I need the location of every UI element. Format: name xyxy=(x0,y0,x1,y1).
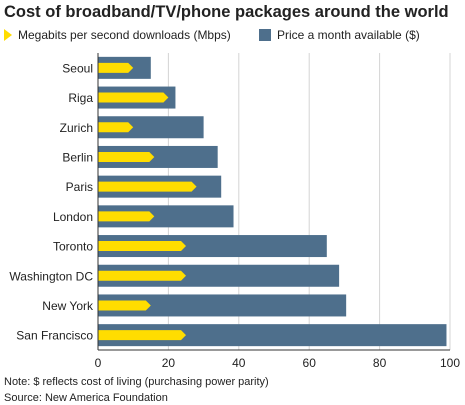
downloads-bar xyxy=(98,211,155,222)
category-label: London xyxy=(53,210,93,224)
category-label: San Francisco xyxy=(16,329,93,343)
price-bar xyxy=(98,294,347,317)
x-tick-label: 0 xyxy=(95,356,102,370)
category-label: Zurich xyxy=(60,121,93,135)
downloads-bar xyxy=(98,241,186,252)
x-tick-label: 40 xyxy=(232,356,246,370)
category-label: Toronto xyxy=(53,240,93,254)
downloads-bar xyxy=(98,151,155,162)
chart-note: Note: $ reflects cost of living (purchas… xyxy=(4,376,269,388)
downloads-bar xyxy=(98,122,134,133)
downloads-bar xyxy=(98,270,186,281)
legend-label-downloads: Megabits per second downloads (Mbps) xyxy=(18,28,231,42)
category-label: Washington DC xyxy=(9,269,93,283)
price-bar xyxy=(98,145,218,168)
category-label: New York xyxy=(42,299,94,313)
category-label: Riga xyxy=(68,91,93,105)
price-bar xyxy=(98,235,327,258)
x-tick-label: 100 xyxy=(440,356,460,370)
downloads-bar xyxy=(98,181,197,192)
category-label: Berlin xyxy=(62,150,93,164)
price-bar xyxy=(98,264,340,287)
chart-title: Cost of broadband/TV/phone packages arou… xyxy=(4,3,449,21)
chart-legend: Megabits per second downloads (Mbps) Pri… xyxy=(4,28,464,44)
price-bar xyxy=(98,116,204,139)
downloads-arrow-icon xyxy=(4,29,12,41)
price-bar xyxy=(98,205,234,228)
x-tick-label: 80 xyxy=(373,356,387,370)
legend-item-price: Price a month available ($) xyxy=(259,28,420,42)
x-tick-label: 20 xyxy=(162,356,176,370)
legend-label-price: Price a month available ($) xyxy=(277,28,420,42)
price-swatch-icon xyxy=(259,29,271,41)
legend-item-downloads: Megabits per second downloads (Mbps) xyxy=(4,28,231,42)
category-label: Paris xyxy=(66,180,93,194)
downloads-bar xyxy=(98,300,151,311)
downloads-bar xyxy=(98,62,134,73)
downloads-bar xyxy=(98,92,169,103)
category-label: Seoul xyxy=(62,61,93,75)
x-tick-label: 60 xyxy=(303,356,317,370)
chart-source: Source: New America Foundation xyxy=(4,392,168,404)
price-bar xyxy=(98,324,447,347)
downloads-bar xyxy=(98,330,186,341)
